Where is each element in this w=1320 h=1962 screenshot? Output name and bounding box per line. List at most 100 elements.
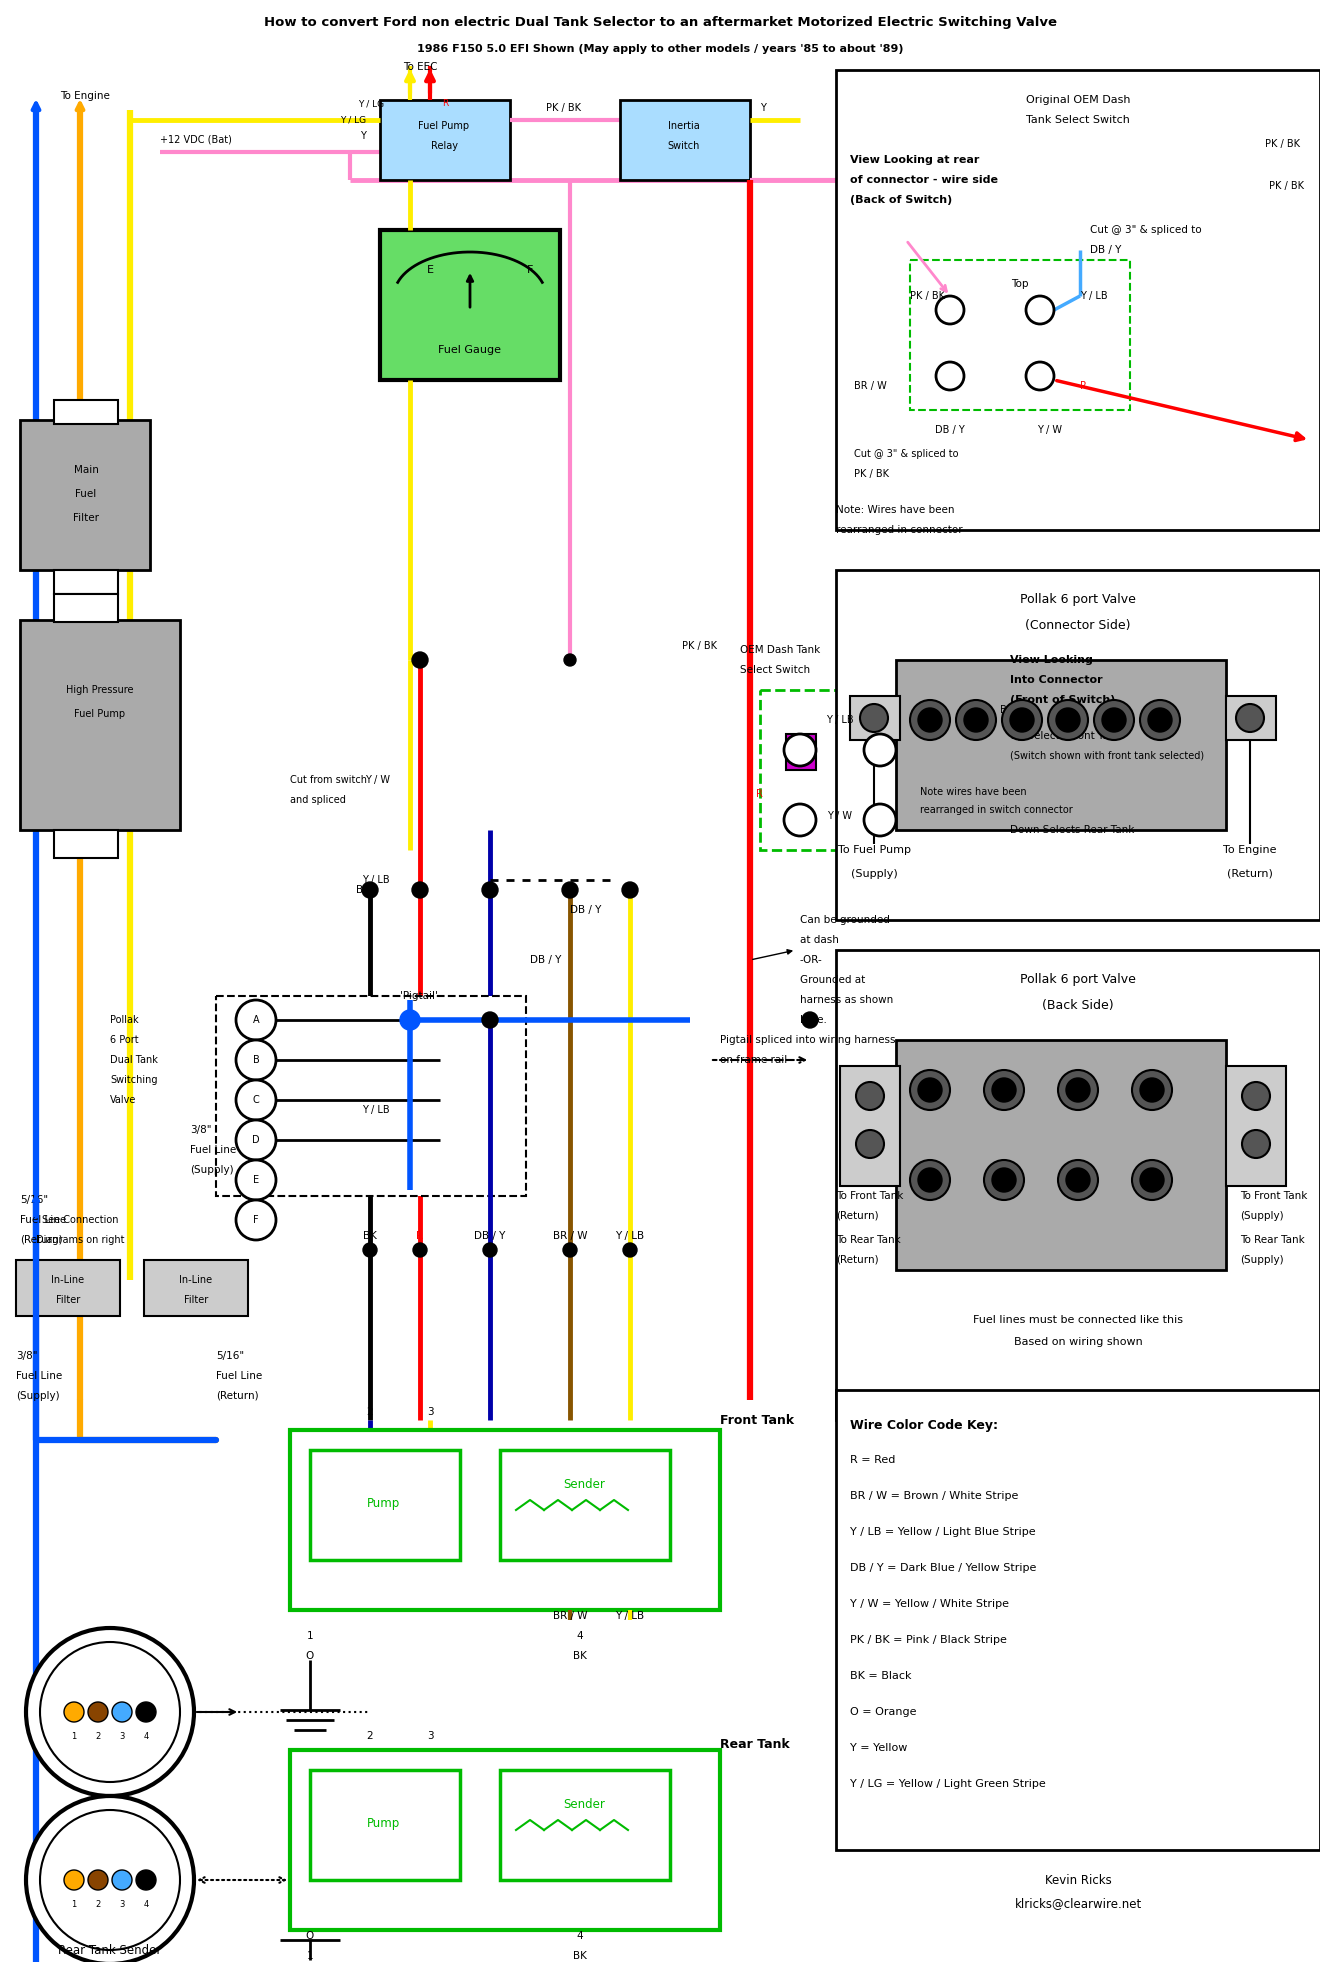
- Text: DB / Y: DB / Y: [1090, 245, 1122, 255]
- Circle shape: [1133, 1069, 1172, 1110]
- Circle shape: [1067, 1167, 1090, 1193]
- Text: rearranged in connector: rearranged in connector: [836, 526, 962, 536]
- Text: Y / LG: Y / LG: [358, 100, 384, 108]
- Text: F: F: [527, 265, 533, 275]
- Circle shape: [482, 883, 498, 899]
- Text: To Engine: To Engine: [1224, 846, 1276, 855]
- Text: D: D: [252, 1134, 260, 1146]
- Text: (Supply): (Supply): [850, 869, 898, 879]
- Circle shape: [1048, 700, 1088, 740]
- Text: (Back Side): (Back Side): [1043, 999, 1114, 1012]
- Text: 4: 4: [577, 1931, 583, 1940]
- Text: PK / BK: PK / BK: [1265, 139, 1300, 149]
- Text: C: C: [252, 1095, 259, 1105]
- Text: Pump: Pump: [367, 1497, 401, 1511]
- Text: 3: 3: [426, 1730, 433, 1740]
- Text: 5/16": 5/16": [20, 1195, 48, 1205]
- Text: 1: 1: [71, 1732, 77, 1740]
- Text: DB / Y: DB / Y: [570, 904, 602, 914]
- Text: (Return): (Return): [20, 1234, 62, 1246]
- Circle shape: [1010, 708, 1034, 732]
- Circle shape: [1059, 1160, 1098, 1201]
- Circle shape: [909, 1069, 950, 1110]
- Bar: [16, 1260, 120, 1317]
- Circle shape: [964, 708, 987, 732]
- Circle shape: [917, 1077, 942, 1103]
- Bar: [54, 830, 117, 857]
- Text: To Front Tank: To Front Tank: [1239, 1191, 1307, 1201]
- Text: Rear Tank Sender: Rear Tank Sender: [58, 1944, 161, 1956]
- Bar: [866, 734, 896, 769]
- Text: In-Line: In-Line: [180, 1275, 213, 1285]
- Text: To Fuel Pump: To Fuel Pump: [837, 846, 911, 855]
- Bar: [290, 1750, 719, 1931]
- Circle shape: [855, 1130, 884, 1158]
- Circle shape: [236, 1120, 276, 1160]
- Text: Front Tank Sender: Front Tank Sender: [57, 1813, 164, 1827]
- Text: DB / Y = Dark Blue / Yellow Stripe: DB / Y = Dark Blue / Yellow Stripe: [850, 1564, 1036, 1574]
- Text: Main: Main: [74, 465, 99, 475]
- Text: Note: Wires have been: Note: Wires have been: [836, 504, 954, 514]
- Bar: [760, 691, 1001, 850]
- Text: (Connector Side): (Connector Side): [1026, 620, 1131, 632]
- Text: To Rear Tank: To Rear Tank: [836, 1234, 900, 1246]
- Text: (Supply): (Supply): [190, 1165, 234, 1175]
- Text: Filter: Filter: [73, 512, 99, 524]
- Text: (Supply): (Supply): [16, 1391, 59, 1401]
- Circle shape: [26, 1628, 194, 1795]
- Circle shape: [63, 1701, 84, 1723]
- Text: BR / W = Brown / White Stripe: BR / W = Brown / White Stripe: [850, 1491, 1018, 1501]
- Text: at dash: at dash: [800, 936, 840, 946]
- Circle shape: [1067, 1077, 1090, 1103]
- Circle shape: [865, 734, 896, 765]
- Circle shape: [1056, 708, 1080, 732]
- Circle shape: [136, 1701, 156, 1723]
- Bar: [620, 100, 750, 181]
- Text: F: F: [253, 1214, 259, 1224]
- Text: R: R: [416, 1230, 424, 1242]
- Text: O: O: [306, 1650, 314, 1662]
- Text: 3: 3: [426, 1407, 433, 1417]
- Bar: [836, 1389, 1320, 1850]
- Circle shape: [622, 883, 638, 899]
- Text: Pigtail spliced into wiring harness: Pigtail spliced into wiring harness: [719, 1036, 895, 1046]
- Circle shape: [865, 804, 896, 836]
- Circle shape: [917, 708, 942, 732]
- Text: (Supply): (Supply): [1239, 1211, 1283, 1220]
- Circle shape: [1002, 700, 1041, 740]
- Text: Cut @ 3" & spliced to: Cut @ 3" & spliced to: [854, 449, 958, 459]
- Text: BK: BK: [573, 1950, 587, 1960]
- Circle shape: [362, 883, 378, 899]
- Text: Top: Top: [1011, 279, 1028, 288]
- Text: BR: BR: [1001, 704, 1014, 714]
- Text: B: B: [252, 1056, 259, 1065]
- Text: To EEC: To EEC: [403, 63, 437, 73]
- Text: E: E: [426, 265, 433, 275]
- Circle shape: [413, 1244, 426, 1258]
- Circle shape: [112, 1701, 132, 1723]
- Text: Select Switch: Select Switch: [741, 665, 810, 675]
- Bar: [310, 1450, 459, 1560]
- Text: 1: 1: [71, 1899, 77, 1909]
- Circle shape: [1242, 1130, 1270, 1158]
- Bar: [1226, 697, 1276, 740]
- Circle shape: [784, 804, 816, 836]
- Text: Cut from switch: Cut from switch: [290, 775, 367, 785]
- Bar: [144, 1260, 248, 1317]
- Text: Grounded at: Grounded at: [800, 975, 865, 985]
- Text: R: R: [1080, 381, 1086, 390]
- Text: Fuel Line: Fuel Line: [216, 1371, 263, 1381]
- Circle shape: [993, 1077, 1016, 1103]
- Text: and spliced: and spliced: [290, 795, 346, 804]
- Text: BK: BK: [363, 1230, 378, 1242]
- Text: Y / LG: Y / LG: [339, 116, 366, 124]
- Text: Cut @ 3" & spliced to: Cut @ 3" & spliced to: [1090, 226, 1201, 235]
- Circle shape: [917, 1167, 942, 1193]
- Text: 'Pigtail': 'Pigtail': [400, 991, 438, 1001]
- Text: 1: 1: [306, 1630, 313, 1640]
- Text: To Engine: To Engine: [59, 90, 110, 100]
- Circle shape: [564, 653, 576, 665]
- Text: Front Tank: Front Tank: [719, 1413, 795, 1426]
- Text: Dual Tank: Dual Tank: [110, 1056, 158, 1065]
- Text: Relay: Relay: [430, 141, 458, 151]
